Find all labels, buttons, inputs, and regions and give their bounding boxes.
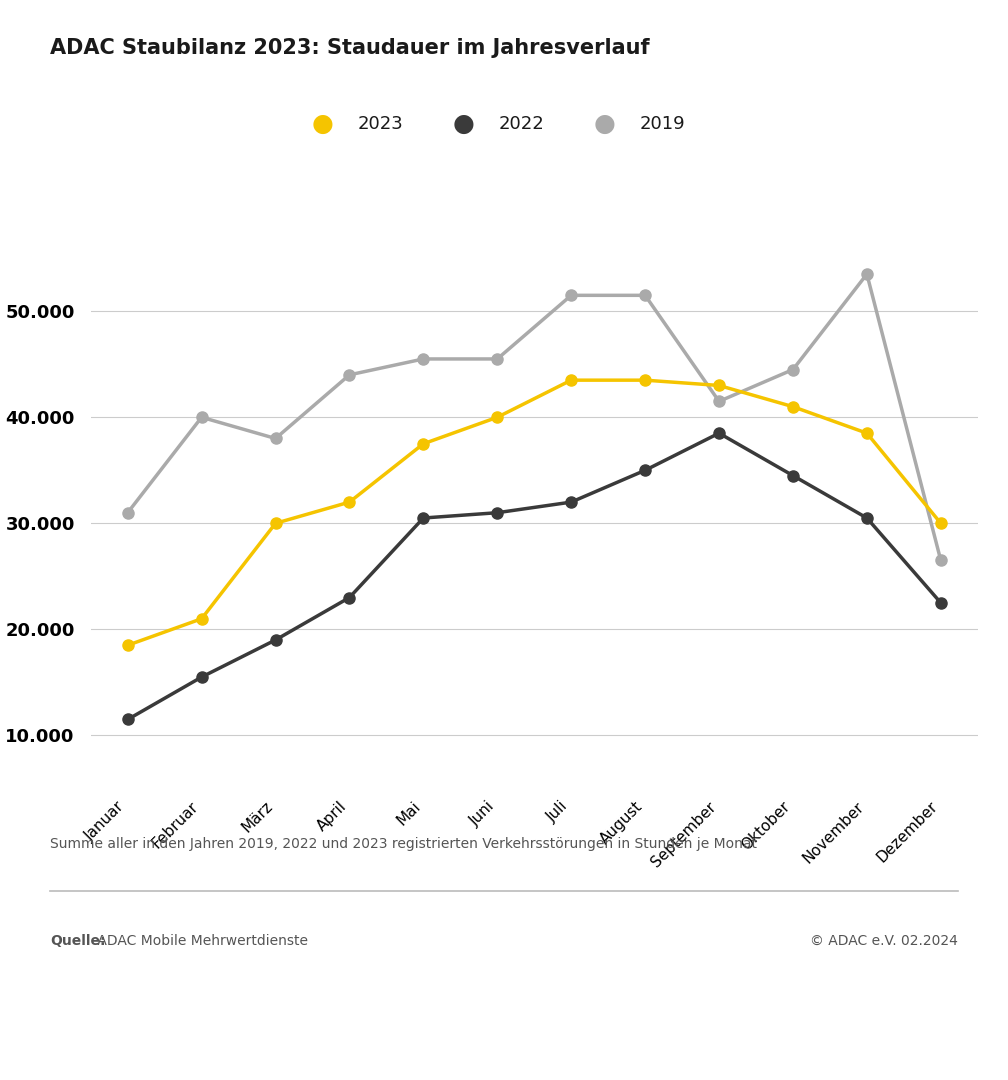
Text: ●: ● (594, 112, 616, 136)
Text: © ADAC e.V. 02.2024: © ADAC e.V. 02.2024 (809, 934, 958, 948)
Text: ●: ● (311, 112, 334, 136)
Text: 2022: 2022 (499, 116, 544, 133)
Text: ADAC Mobile Mehrwertdienste: ADAC Mobile Mehrwertdienste (93, 934, 307, 948)
Text: Summe aller in den Jahren 2019, 2022 und 2023 registrierten Verkehrsstörungen in: Summe aller in den Jahren 2019, 2022 und… (50, 837, 757, 851)
Text: ADAC Staubilanz 2023: Staudauer im Jahresverlauf: ADAC Staubilanz 2023: Staudauer im Jahre… (50, 38, 650, 58)
Text: Quelle:: Quelle: (50, 934, 106, 948)
Text: ●: ● (453, 112, 475, 136)
Text: 2023: 2023 (358, 116, 403, 133)
Text: 2019: 2019 (640, 116, 685, 133)
